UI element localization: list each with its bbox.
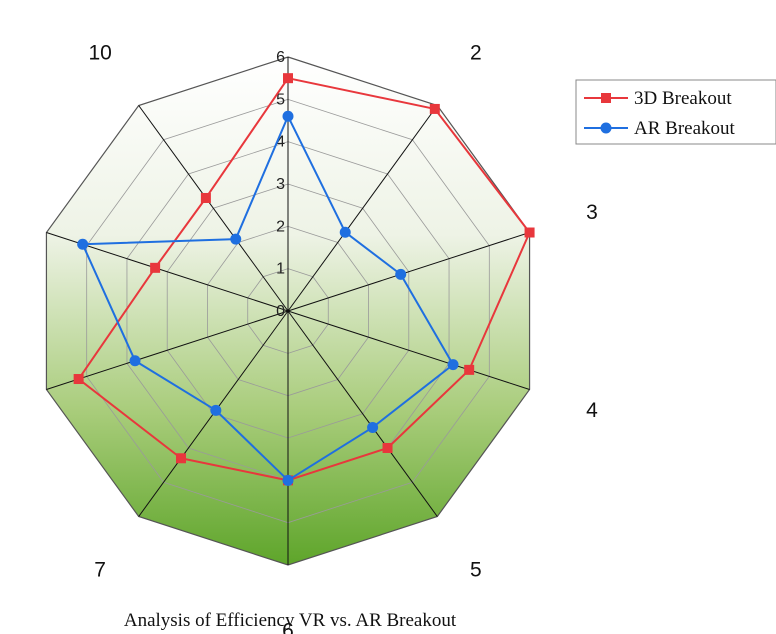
- radial-tick-labels: 0 1 2 3 4 5 6: [276, 49, 285, 320]
- chart-title: Analysis of Efficiency VR vs. AR Breakou…: [124, 610, 457, 631]
- legend-item: 3D Breakout: [584, 88, 732, 109]
- legend-box: [575, 79, 776, 145]
- spoke-2: [287, 105, 438, 312]
- series-layer: [73, 73, 535, 486]
- category-label-7: 7: [94, 559, 106, 582]
- category-label-3: 3: [586, 201, 598, 224]
- spoke-5: [287, 310, 438, 517]
- tick-label: 4: [276, 134, 285, 151]
- tick-label: 6: [276, 49, 285, 66]
- data-point: [230, 233, 242, 245]
- legend-marker: [600, 122, 612, 134]
- category-label-4: 4: [586, 399, 598, 422]
- legend: 3D Breakout AR Breakout: [575, 79, 776, 145]
- category-label-6: 6: [282, 620, 294, 634]
- data-point: [464, 364, 475, 375]
- tick-label: 5: [276, 91, 285, 108]
- category-label-1: 1: [282, 0, 294, 3]
- data-point: [210, 404, 222, 416]
- data-point: [282, 110, 294, 122]
- spoke-8: [46, 310, 289, 390]
- legend-marker: [601, 93, 611, 103]
- category-label-10: 10: [88, 41, 111, 64]
- data-point: [447, 359, 459, 371]
- data-point: [339, 226, 351, 238]
- data-point: [73, 374, 84, 385]
- legend-label: AR Breakout: [634, 118, 736, 139]
- data-point: [367, 421, 379, 433]
- category-label-2: 2: [470, 41, 482, 64]
- data-point: [150, 262, 161, 273]
- data-point: [395, 268, 407, 280]
- data-point: [382, 442, 393, 453]
- data-point: [283, 73, 293, 84]
- tick-label: 1: [276, 261, 285, 278]
- data-point: [200, 192, 211, 203]
- data-point: [129, 355, 141, 367]
- data-point: [524, 227, 535, 238]
- category-labels: 12345678910: [88, 0, 598, 634]
- data-point: [77, 238, 89, 250]
- series-2: [77, 110, 459, 486]
- tick-label: 3: [276, 176, 285, 193]
- data-point: [176, 453, 187, 464]
- spoke-4: [287, 310, 530, 390]
- spoke-10: [138, 105, 289, 312]
- legend-item: AR Breakout: [584, 118, 736, 139]
- tick-label: 0: [276, 303, 285, 320]
- spoke-3: [287, 232, 530, 312]
- legend-label: 3D Breakout: [634, 88, 732, 109]
- category-label-5: 5: [470, 559, 482, 582]
- tick-label: 2: [276, 218, 285, 235]
- data-point: [429, 103, 440, 114]
- data-point: [282, 474, 294, 486]
